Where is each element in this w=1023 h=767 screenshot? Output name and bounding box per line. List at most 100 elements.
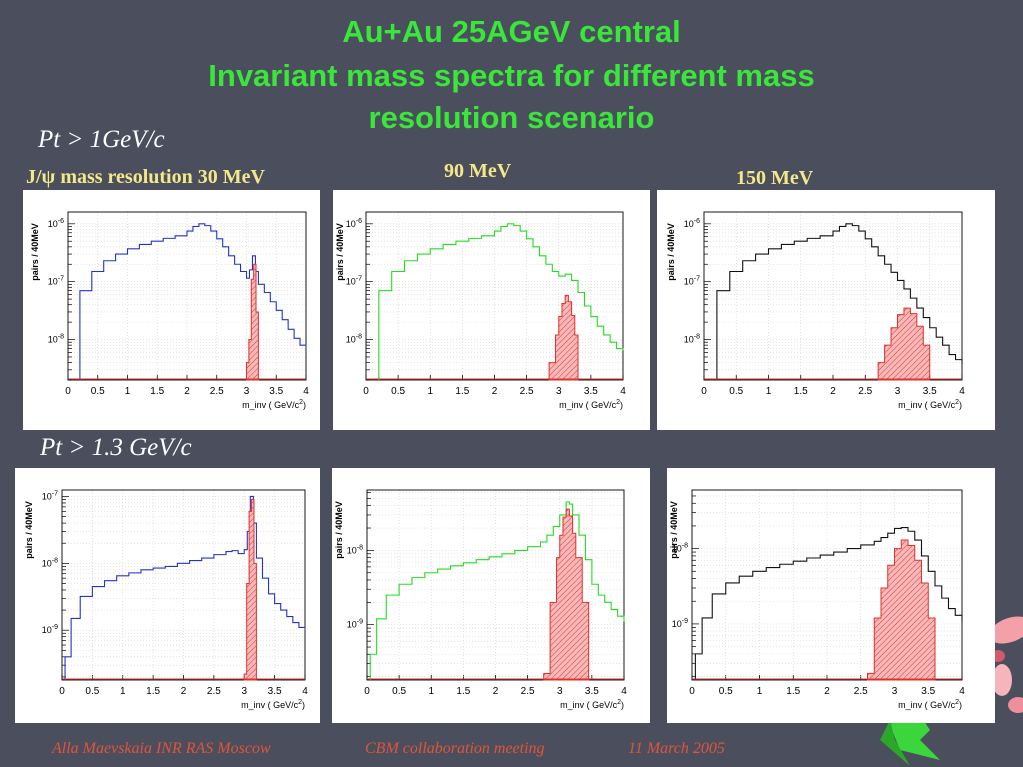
x-tick-label: 1: [120, 686, 126, 697]
resolution-label-30: J/ψ mass resolution 30 MeV: [26, 166, 265, 188]
footer-meeting: CBM collaboration meeting: [365, 740, 545, 757]
chart-panel-pt1-30mev: 0 0.5 1 1.5 2 2.5 3 3.5 4 10-8 10-7 10-6 pairs / 40M…: [23, 190, 320, 430]
y-tick-label: 10-6: [346, 218, 362, 229]
x-tick-label: 2.5: [854, 686, 868, 697]
x-tick-label: 3: [557, 686, 563, 697]
cut-label-top: Pt > 1GeV/c: [38, 126, 165, 153]
y-tick-label: 10-8: [346, 334, 362, 345]
x-tick-label: 3.5: [585, 686, 599, 697]
y-axis-label: pairs / 40MeV: [24, 501, 34, 559]
plot-frame: [61, 489, 306, 681]
y-tick-label: 10-7: [48, 276, 64, 287]
y-tick-label: 10-7: [684, 276, 700, 287]
x-tick-label: 1: [766, 386, 772, 397]
y-tick-label: 10-8: [42, 557, 58, 568]
x-tick-label: 1: [757, 686, 763, 697]
x-tick-label: 0.5: [719, 686, 733, 697]
chart-pt13-30mev: 0 0.5 1 1.5 2 2.5 3 3.5 4 10-9 10-8 10-7 pairs / 40M…: [24, 489, 308, 710]
x-tick-label: 1: [427, 386, 433, 397]
y-axis-label: pairs / 40MeV: [335, 223, 345, 281]
x-tick-label: 1.5: [150, 386, 164, 397]
x-tick-label: 3: [244, 386, 250, 397]
background-spectrum-line: [369, 501, 625, 680]
chart-panel-pt13-90mev: 0 0.5 1 1.5 2 2.5 3 3.5 4 10-9 10-8 pairs / 40MeV m_…: [332, 468, 650, 723]
x-tick-label: 1.5: [456, 686, 470, 697]
background-spectrum-line: [79, 223, 307, 380]
resolution-label-90: 90 MeV: [444, 160, 512, 182]
chart-pt1-150mev: 0 0.5 1 1.5 2 2.5 3 3.5 4 10-8 10-7 10-6 pairs / 40M…: [666, 211, 965, 410]
x-tick-label: 1.5: [794, 386, 808, 397]
y-axis-label: pairs / 40MeV: [334, 501, 344, 559]
x-tick-label: 1: [125, 386, 131, 397]
x-tick-label: 2: [824, 686, 830, 697]
background-spectrum-line: [694, 527, 963, 680]
x-tick-label: 4: [620, 386, 626, 397]
plot-frame: [691, 489, 963, 681]
chart-panel-pt1-90mev: 0 0.5 1 1.5 2 2.5 3 3.5 4 10-8 10-7 10-6 pairs / 40M…: [333, 190, 650, 430]
x-tick-label: 1.5: [146, 686, 160, 697]
x-tick-label: 2.5: [858, 386, 872, 397]
x-tick-label: 2: [181, 686, 187, 697]
y-tick-label: 10-9: [347, 619, 363, 630]
chart-panel-pt1-150mev: 0 0.5 1 1.5 2 2.5 3 3.5 4 10-8 10-7 10-6 pairs / 40M…: [657, 190, 995, 430]
y-tick-label: 10-8: [684, 334, 700, 345]
background-spectrum-line: [64, 495, 306, 680]
x-tick-label: 3: [556, 386, 562, 397]
x-tick-label: 4: [621, 686, 627, 697]
x-tick-label: 2: [493, 686, 499, 697]
x-tick-label: 3.5: [584, 386, 598, 397]
chart-panel-pt13-30mev: 0 0.5 1 1.5 2 2.5 3 3.5 4 10-9 10-8 10-7 pairs / 40M…: [15, 468, 320, 723]
x-tick-label: 2.5: [210, 386, 224, 397]
x-tick-label: 0: [701, 386, 707, 397]
x-tick-label: 1.5: [455, 386, 469, 397]
x-tick-label: 3: [895, 386, 901, 397]
resolution-label-150: 150 MeV: [736, 167, 814, 189]
x-tick-label: 4: [303, 386, 309, 397]
x-axis-label: m_inv ( GeV/c2): [559, 399, 623, 410]
signal-peak: [867, 539, 936, 681]
y-axis-label: pairs / 40MeV: [30, 223, 40, 281]
plot-frame: [703, 211, 963, 381]
signal-peak: [246, 263, 259, 381]
x-tick-label: 0.5: [391, 386, 405, 397]
x-tick-label: 3: [892, 686, 898, 697]
x-tick-label: 2.5: [521, 686, 535, 697]
x-tick-label: 3.5: [923, 386, 937, 397]
x-tick-label: 0: [59, 686, 65, 697]
y-tick-label: 10-7: [346, 276, 362, 287]
footer-date: 11 March 2005: [628, 740, 725, 757]
x-tick-label: 0: [65, 386, 71, 397]
x-tick-label: 1: [428, 686, 434, 697]
x-tick-label: 0: [689, 686, 695, 697]
plot-frame: [67, 211, 307, 381]
signal-peak: [543, 508, 590, 681]
y-axis-label: pairs / 40MeV: [669, 501, 679, 559]
x-axis-label: m_inv ( GeV/c2): [241, 699, 305, 710]
x-tick-label: 4: [302, 686, 308, 697]
chart-pt1-30mev: 0 0.5 1 1.5 2 2.5 3 3.5 4 10-8 10-7 10-6 pairs / 40M…: [30, 211, 309, 410]
x-axis-label: m_inv ( GeV/c2): [560, 699, 624, 710]
y-tick-label: 10-8: [48, 334, 64, 345]
chart-panel-pt13-150mev: 0 0.5 1 1.5 2 2.5 3 3.5 4 10-9 10-8 pairs / 40MeV m_…: [667, 468, 995, 723]
footer-author: Alla Maevskaia INR RAS Moscow: [52, 740, 271, 757]
x-tick-label: 3: [241, 686, 247, 697]
y-tick-label: 10-8: [347, 544, 363, 555]
x-tick-label: 1.5: [786, 686, 800, 697]
signal-peak: [243, 499, 257, 681]
x-tick-label: 2: [492, 386, 498, 397]
x-tick-label: 0: [363, 386, 369, 397]
x-tick-label: 2: [830, 386, 836, 397]
slide-title-line2: Invariant mass spectra for different mas…: [208, 58, 815, 93]
y-tick-label: 10-8: [672, 543, 688, 554]
background-spectrum-line: [716, 223, 963, 380]
background-spectrum-line: [378, 223, 624, 380]
x-axis-label: m_inv ( GeV/c2): [242, 399, 306, 410]
signal-peak: [548, 294, 579, 381]
y-tick-label: 10-9: [672, 618, 688, 629]
cut-label-bottom: Pt > 1.3 GeV/c: [40, 434, 192, 461]
x-tick-label: 0.5: [85, 686, 99, 697]
slide-title-line1: Au+Au 25AGeV central: [342, 14, 681, 49]
x-tick-label: 0.5: [392, 686, 406, 697]
